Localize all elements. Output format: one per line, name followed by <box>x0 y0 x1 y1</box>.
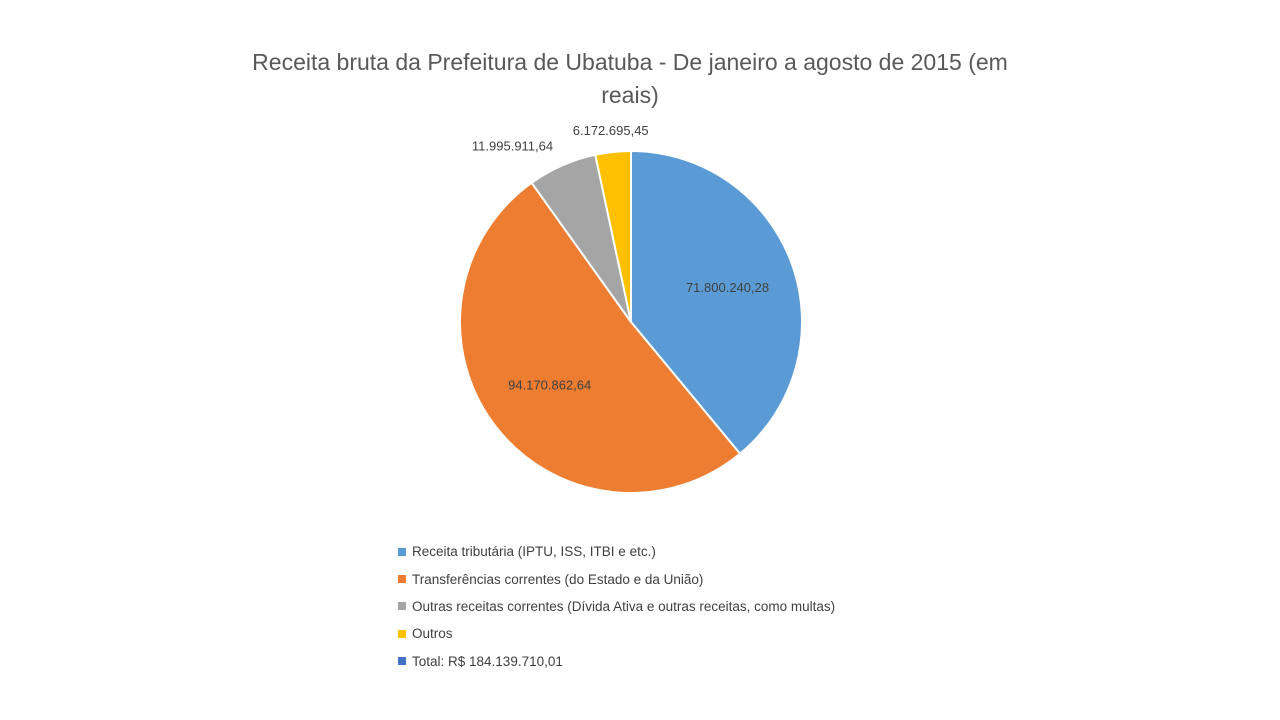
legend-item-1: Transferências correntes (do Estado e da… <box>398 565 835 592</box>
legend-swatch <box>398 657 406 666</box>
legend-label: Outros <box>412 626 453 642</box>
legend-swatch <box>398 547 406 556</box>
legend-item-2: Outras receitas correntes (Dívida Ativa … <box>398 593 835 620</box>
legend-label: Outras receitas correntes (Dívida Ativa … <box>412 598 836 614</box>
legend-label: Total: R$ 184.139.710,01 <box>412 653 563 669</box>
pie-slice-3 <box>594 149 632 323</box>
data-label-3: 6.172.695,45 <box>573 123 649 138</box>
pie-slice-0 <box>630 149 804 456</box>
legend-item-3: Outros <box>398 620 835 647</box>
legend-label: Transferências correntes (do Estado e da… <box>412 571 704 587</box>
legend-item-0: Receita tributária (IPTU, ISS, ITBI e et… <box>398 538 835 565</box>
legend-item-4: Total: R$ 184.139.710,01 <box>398 648 835 675</box>
legend-swatch <box>398 602 406 611</box>
chart-title: Receita bruta da Prefeitura de Ubatuba -… <box>252 49 1008 108</box>
data-label-0: 71.800.240,28 <box>686 280 769 295</box>
data-labels: 71.800.240,28 94.170.862,64 11.995.911,64 6… <box>472 123 769 392</box>
chart-legend: Receita tributária (IPTU, ISS, ITBI e et… <box>398 538 835 675</box>
legend-swatch <box>398 629 406 638</box>
legend-swatch <box>398 575 406 584</box>
pie-slices <box>459 149 804 494</box>
data-label-2: 11.995.911,64 <box>472 138 553 153</box>
pie-slice-1 <box>459 181 742 494</box>
legend-label: Receita tributária (IPTU, ISS, ITBI e et… <box>412 544 656 560</box>
data-label-1: 94.170.862,64 <box>508 378 591 393</box>
